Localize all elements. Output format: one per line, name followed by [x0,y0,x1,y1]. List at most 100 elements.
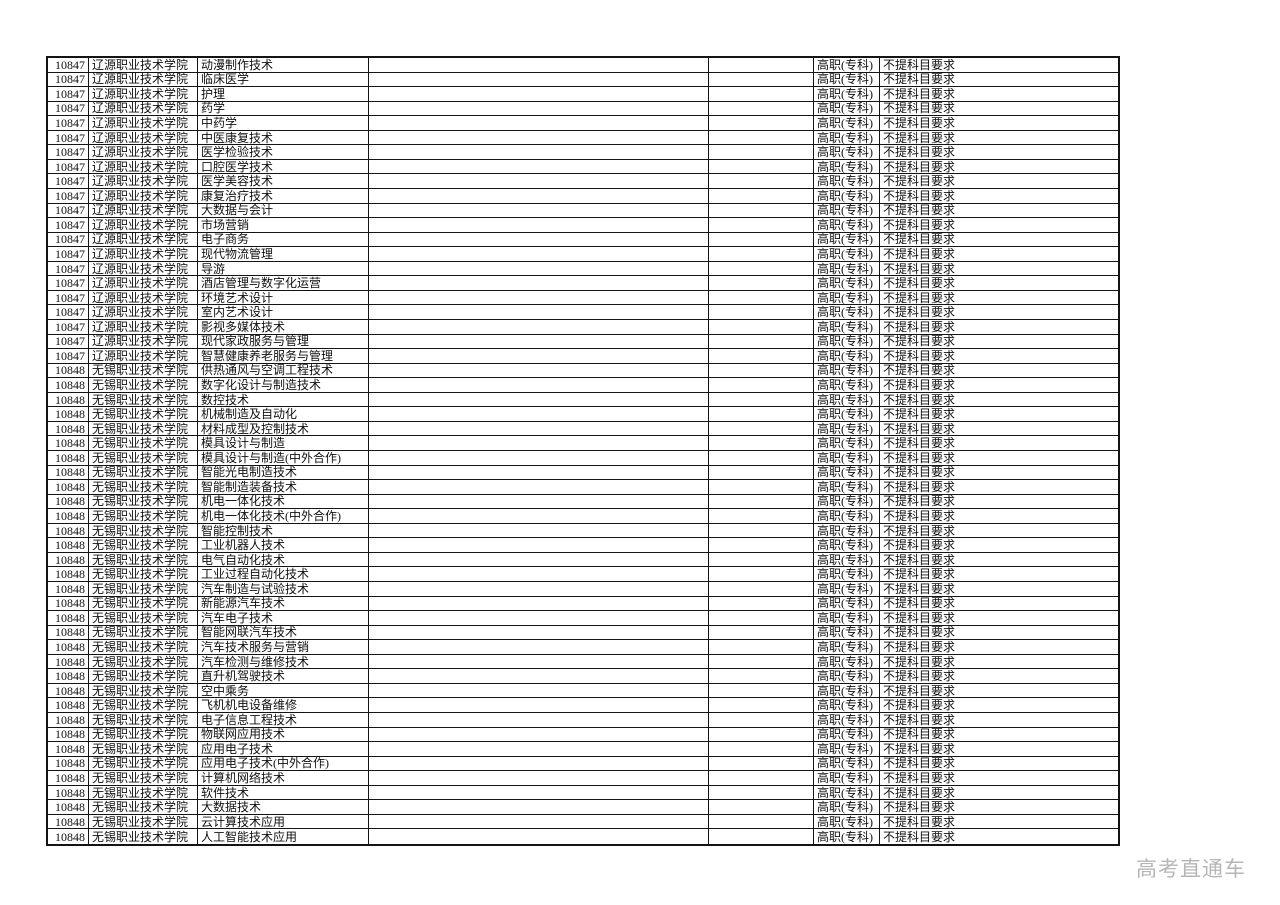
subject-requirement-cell: 不提科目要求 [883,319,956,334]
college-code-cell: 10848 [48,596,89,611]
empty-cell [369,247,709,261]
college-name-cell: 无锡职业技术学院 [89,450,198,465]
level-cell: 高职(专科) [814,552,880,567]
empty-cell [369,319,709,334]
major-name-cell: 软件技术 [198,785,369,800]
college-name-cell: 辽源职业技术学院 [89,261,198,276]
college-code-cell: 10848 [48,363,89,378]
empty-cell [709,87,814,101]
college-name-cell: 辽源职业技术学院 [89,290,198,305]
college-name-cell: 无锡职业技术学院 [89,494,198,509]
empty-cell [709,814,814,829]
empty-cell [709,785,814,800]
empty-cell [709,523,814,538]
college-name-cell: 辽源职业技术学院 [89,72,198,87]
college-code-cell: 10848 [48,698,89,712]
empty-cell [709,232,814,247]
table-row: 10848 无锡职业技术学院 汽车制造与试验技术 高职(专科) 不提科目要求 [48,581,1118,597]
major-name-cell: 导游 [198,261,369,276]
college-code-cell: 10848 [48,436,89,450]
empty-cell [709,276,814,290]
college-code-cell: 10848 [48,625,89,640]
empty-cell [369,261,709,276]
major-name-cell: 中医康复技术 [198,130,369,145]
major-name-cell: 模具设计与制造 [198,436,369,450]
empty-cell [369,727,709,742]
college-code-cell: 10848 [48,378,89,392]
college-code-cell: 10847 [48,232,89,247]
subject-requirement-cell: 不提科目要求 [883,698,956,712]
table-row: 10848 无锡职业技术学院 应用电子技术 高职(专科) 不提科目要求 [48,742,1118,757]
empty-cell [709,450,814,465]
table-row: 10847 辽源职业技术学院 现代物流管理 高职(专科) 不提科目要求 [48,247,1118,262]
subject-requirement-cell: 不提科目要求 [883,116,956,130]
major-name-cell: 酒店管理与数字化运营 [198,276,369,290]
table-row: 10848 无锡职业技术学院 空中乘务 高职(专科) 不提科目要求 [48,683,1118,699]
subject-requirement-cell: 不提科目要求 [883,58,956,72]
college-name-cell: 无锡职业技术学院 [89,829,198,844]
college-code-cell: 10848 [48,552,89,567]
major-name-cell: 大数据技术 [198,800,369,814]
empty-cell [709,145,814,159]
subject-requirement-cell: 不提科目要求 [883,436,956,450]
level-cell: 高职(专科) [814,640,880,654]
level-cell: 高职(专科) [814,814,880,829]
major-name-cell: 智能制造装备技术 [198,480,369,494]
subject-requirement-cell: 不提科目要求 [883,276,956,290]
empty-cell [369,407,709,421]
table-row: 10847 辽源职业技术学院 中医康复技术 高职(专科) 不提科目要求 [48,130,1118,146]
college-name-cell: 辽源职业技术学院 [89,247,198,261]
college-name-cell: 辽源职业技术学院 [89,232,198,247]
table-row: 10847 辽源职业技术学院 康复治疗技术 高职(专科) 不提科目要求 [48,188,1118,204]
college-name-cell: 无锡职业技术学院 [89,800,198,814]
table-row: 10847 辽源职业技术学院 医学检验技术 高职(专科) 不提科目要求 [48,145,1118,160]
empty-cell [709,727,814,742]
empty-cell [709,218,814,232]
major-name-cell: 药学 [198,101,369,116]
empty-cell [369,771,709,785]
table-row: 10848 无锡职业技术学院 数字化设计与制造技术 高职(专科) 不提科目要求 [48,378,1118,393]
table-row: 10848 无锡职业技术学院 人工智能技术应用 高职(专科) 不提科目要求 [48,829,1118,844]
major-name-cell: 现代家政服务与管理 [198,334,369,349]
empty-cell [369,363,709,378]
level-cell: 高职(专科) [814,742,880,756]
level-cell: 高职(专科) [814,712,880,727]
major-name-cell: 中药学 [198,116,369,130]
major-name-cell: 电子商务 [198,232,369,247]
table-row: 10848 无锡职业技术学院 直升机驾驶技术 高职(专科) 不提科目要求 [48,669,1118,684]
college-name-cell: 辽源职业技术学院 [89,349,198,363]
level-cell: 高职(专科) [814,698,880,712]
subject-requirement-cell: 不提科目要求 [883,159,956,174]
level-cell: 高职(专科) [814,800,880,814]
table-row: 10847 辽源职业技术学院 临床医学 高职(专科) 不提科目要求 [48,72,1118,88]
empty-cell [709,771,814,785]
college-name-cell: 无锡职业技术学院 [89,683,198,698]
subject-requirement-cell: 不提科目要求 [883,174,956,188]
college-name-cell: 无锡职业技术学院 [89,698,198,712]
subject-requirement-cell: 不提科目要求 [883,712,956,727]
college-code-cell: 10847 [48,203,89,218]
college-code-cell: 10848 [48,800,89,814]
college-name-cell: 无锡职业技术学院 [89,436,198,450]
college-name-cell: 无锡职业技术学院 [89,523,198,538]
college-code-cell: 10848 [48,727,89,742]
empty-cell [369,218,709,232]
major-name-cell: 智能控制技术 [198,523,369,538]
empty-cell [709,334,814,349]
watermark-gaokao-zhitongche: 高考直通车 [1136,857,1246,881]
major-name-cell: 物联网应用技术 [198,727,369,742]
table-row: 10848 无锡职业技术学院 计算机网络技术 高职(专科) 不提科目要求 [48,771,1118,786]
empty-cell [709,742,814,756]
empty-cell [369,654,709,669]
subject-requirement-cell: 不提科目要求 [883,334,956,349]
subject-requirement-cell: 不提科目要求 [883,392,956,407]
major-name-cell: 市场营销 [198,218,369,232]
table-row: 10847 辽源职业技术学院 动漫制作技术 高职(专科) 不提科目要求 [48,58,1118,73]
table-row: 10848 无锡职业技术学院 模具设计与制造 高职(专科) 不提科目要求 [48,436,1118,451]
empty-cell [709,378,814,392]
major-name-cell: 医学美容技术 [198,174,369,188]
empty-cell [369,669,709,683]
empty-cell [709,203,814,218]
subject-requirement-cell: 不提科目要求 [883,101,956,116]
empty-cell [369,290,709,305]
